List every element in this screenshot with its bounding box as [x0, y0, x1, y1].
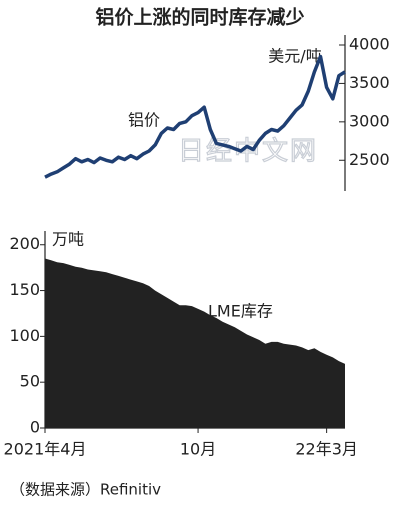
y2-tick-label: 2500: [349, 150, 390, 169]
y2-tick-label: 3000: [349, 111, 390, 130]
inventory-area: [45, 258, 345, 428]
y2-axis-label: 美元/吨: [268, 47, 321, 66]
x-tick-label: 22年3月: [295, 440, 358, 459]
source: （数据来源）Refinitiv: [10, 481, 161, 499]
y-tick-label: 100: [9, 326, 40, 345]
series-label: 铝价: [128, 111, 160, 130]
price-line: [44, 54, 346, 179]
y2-tick-label: 3500: [349, 73, 390, 92]
series-label: LME库存: [208, 302, 273, 321]
y-tick-label: 200: [9, 234, 40, 253]
watermark: 日经中文网: [178, 137, 318, 167]
y2-tick-label: 4000: [349, 35, 390, 54]
chart-title: 铝价上涨的同时库存减少: [95, 6, 304, 29]
x-tick-label: 10月: [180, 440, 216, 459]
y-tick-label: 50: [20, 372, 40, 391]
y-tick-label: 0: [30, 418, 40, 437]
y-axis-label: 万吨: [52, 230, 84, 249]
x-tick-label: 2021年4月: [4, 440, 87, 459]
y-tick-label: 150: [9, 280, 40, 299]
